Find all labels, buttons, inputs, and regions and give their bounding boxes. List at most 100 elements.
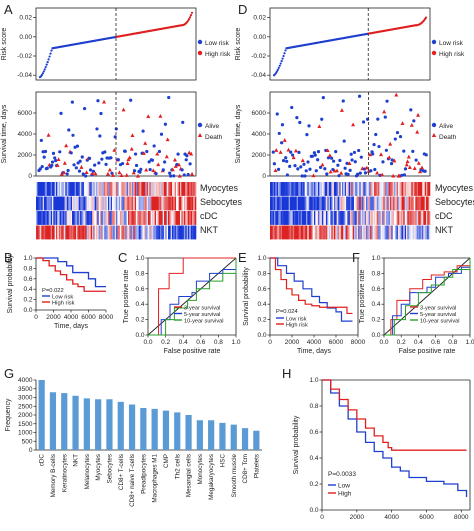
d-heatmap-cell <box>332 196 335 211</box>
g-bar <box>38 380 45 450</box>
c-ytick-label: 0.0 <box>135 332 144 339</box>
d-alive-point <box>342 139 346 143</box>
a-death-point <box>79 165 84 169</box>
d-heatmap-cell <box>394 225 396 240</box>
a-heatmap-cell <box>126 182 129 196</box>
d-heatmap-cell <box>327 225 329 240</box>
d-heatmap-cell <box>415 196 417 211</box>
a-heatmap-cell <box>85 196 87 211</box>
d-heatmap-cell <box>428 182 431 196</box>
d-heatmap-cell <box>412 196 415 211</box>
a-risk-point <box>46 60 49 64</box>
d-legend-label: Low risk <box>439 40 464 47</box>
d-heatmap-cell <box>355 182 357 196</box>
a-legend-label: High risk <box>205 51 231 58</box>
d-heatmap-cell <box>371 196 373 211</box>
a-heatmap-cell <box>172 225 174 240</box>
a-heatmap-cell <box>172 182 174 196</box>
a-alive-point <box>134 163 139 168</box>
a-death-point <box>131 170 136 175</box>
d-alive-point <box>271 150 275 154</box>
d-heatmap-cell <box>334 182 336 196</box>
a-death-point <box>46 132 51 137</box>
a-heatmap-cell <box>116 225 118 240</box>
a-heatmap-cell <box>172 211 174 225</box>
d-heatmap-cell <box>363 225 365 240</box>
d-heatmap-cell <box>427 225 429 240</box>
a-heatmap-cell <box>157 196 159 211</box>
a-alive-point <box>50 163 54 167</box>
a-alive-point <box>120 161 125 166</box>
d-heatmap-cell <box>371 225 373 240</box>
d-heatmap-cell <box>324 196 327 211</box>
b-ytick-label: 0.2 <box>23 297 32 304</box>
d-heatmap-cell <box>310 196 312 211</box>
d-alive-point <box>384 148 388 152</box>
d-heatmap-cell <box>386 196 388 211</box>
a-death-point <box>129 146 134 151</box>
a-alive-point <box>139 167 143 171</box>
a-heatmap-cell <box>37 196 39 211</box>
a-heatmap-cell <box>37 211 39 225</box>
g-category-label: Keratinocytes <box>61 454 68 492</box>
d-alive-point <box>377 144 381 149</box>
a-alive-point <box>41 150 45 154</box>
a-heatmap-cell <box>92 225 94 240</box>
d-heatmap-cell <box>390 182 392 196</box>
d-heatmap-cell <box>306 182 308 196</box>
a-risk-point <box>48 55 51 58</box>
a-heatmap-cell <box>180 196 182 211</box>
d-heatmap-cell <box>274 211 276 225</box>
e-ytick-label: 0.6 <box>257 286 266 293</box>
f-diagonal <box>383 257 471 336</box>
d-heatmap-cell <box>322 182 324 196</box>
d-death-point <box>406 154 411 159</box>
a-heatmap-cell <box>194 225 197 240</box>
a-heatmap-cell <box>117 196 119 211</box>
d-alive-point <box>372 142 376 147</box>
a-heatmap-cell <box>105 211 107 225</box>
g-bar <box>95 399 102 450</box>
d-heatmap-cell <box>283 196 285 211</box>
d-heatmap-cell <box>419 182 421 196</box>
d-heatmap-cell <box>336 211 339 225</box>
a-heatmap-cell <box>130 211 133 225</box>
g-category-label: Smooth muscle <box>231 454 238 498</box>
a-alive-point <box>74 166 78 170</box>
a-legend-label-death: Death <box>205 134 223 141</box>
a-heatmap-cell <box>165 196 167 211</box>
a-heatmap-cell <box>126 225 129 240</box>
d-heatmap-cell <box>343 211 345 225</box>
d-heatmap-cell <box>410 211 412 225</box>
d-heatmap-cell <box>407 182 409 196</box>
d-heatmap-cell <box>327 196 329 211</box>
b-legend-label: Low risk <box>52 294 73 300</box>
d-heatmap-cell <box>352 182 355 196</box>
a-heatmap-cell <box>86 211 89 225</box>
d-heatmap-cell <box>427 196 429 211</box>
a-heatmap-cell <box>126 211 129 225</box>
a-heatmap-cell <box>104 211 106 225</box>
g-category-label: Platelets <box>253 454 260 478</box>
a-heatmap-cell <box>144 225 146 240</box>
a-heatmap-cell <box>157 211 159 225</box>
d-heatmap-cell <box>348 211 351 225</box>
a-heatmap-cell <box>134 225 137 240</box>
f-ytick-label: 0.0 <box>371 332 380 339</box>
d-alive-point <box>412 119 416 123</box>
d-heatmap-cell <box>395 211 397 225</box>
a-heatmap-cell <box>134 211 137 225</box>
d-heatmap-cell <box>314 182 316 196</box>
h-ytick-label: 0.6 <box>309 429 318 436</box>
d-heatmap-cell <box>380 196 383 211</box>
a-heatmap-cell <box>186 211 189 225</box>
d-alive-point <box>358 171 362 175</box>
a-heatmap-cell <box>36 196 38 211</box>
a-heatmap-cell <box>157 225 159 240</box>
d-heatmap-cell <box>311 196 313 211</box>
d-heatmap-cell <box>319 196 321 211</box>
h-series-line-0 <box>322 379 468 497</box>
d-ytick-label: -0.02 <box>251 53 266 60</box>
a-heatmap-cell <box>102 182 105 196</box>
d-heatmap-cell <box>347 196 349 211</box>
